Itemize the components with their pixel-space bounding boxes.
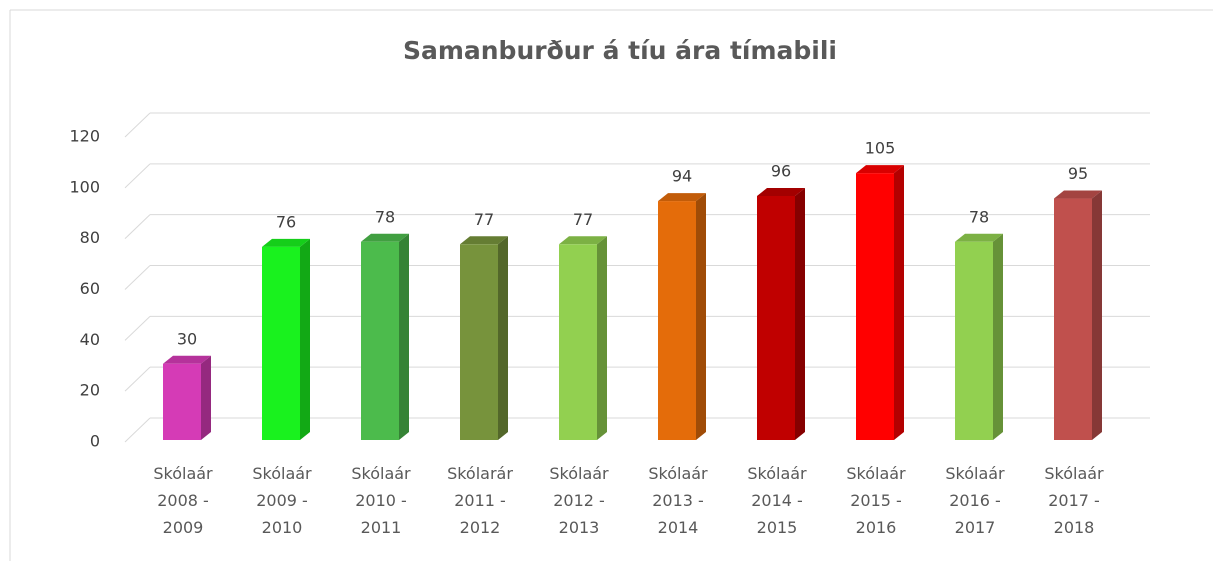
bar [361, 241, 399, 440]
bar [856, 173, 894, 440]
data-label: 78 [375, 207, 395, 226]
x-tick-label: Skólaár 2009 - 2010 [252, 464, 312, 537]
grid-line [124, 366, 151, 392]
data-label: 105 [865, 139, 896, 158]
y-tick-label: 20 [80, 381, 100, 400]
bar-top [955, 233, 1003, 242]
x-tick-label: Skólaár 2017 - 2018 [1044, 464, 1104, 537]
bar-top [163, 355, 211, 364]
bar-side [300, 238, 310, 440]
bar [1054, 198, 1092, 440]
grid-line [124, 417, 151, 443]
y-tick-label: 120 [69, 127, 100, 146]
bar [559, 244, 597, 440]
y-tick-label: 100 [69, 177, 100, 196]
bar [460, 244, 498, 440]
bar-top [757, 188, 805, 196]
bar-top [559, 236, 607, 245]
bar-side [498, 236, 508, 440]
grid-line [124, 112, 151, 138]
y-tick-label: 40 [80, 330, 100, 349]
x-tick-label: Skólaár 2013 - 2014 [648, 464, 708, 537]
x-tick-label: Skólaár 2008 - 2009 [153, 464, 213, 537]
bar-side [597, 236, 607, 440]
bar-top [856, 165, 904, 174]
bar-top [658, 193, 706, 202]
grid-line [124, 214, 151, 240]
bar-top [262, 238, 310, 247]
x-tick-label: Skólaár 2010 - 2011 [351, 464, 411, 537]
data-label: 96 [771, 162, 791, 181]
bar [262, 246, 300, 440]
grid-line [124, 315, 151, 341]
x-tick-label: Skólaár 2012 - 2013 [549, 464, 609, 537]
bar-side [201, 355, 211, 440]
data-label: 95 [1068, 164, 1088, 183]
data-label: 94 [672, 167, 692, 186]
bar-side [399, 233, 409, 440]
x-tick-label: Skólaár 2016 - 2017 [945, 464, 1005, 537]
data-label: 30 [177, 329, 197, 348]
data-label: 77 [573, 210, 593, 229]
bar-top [460, 236, 508, 245]
bar-side [795, 188, 805, 440]
bar-top [361, 233, 409, 242]
y-tick-label: 0 [90, 432, 100, 451]
bar-side [894, 165, 904, 440]
bar [955, 241, 993, 440]
chart-title: Samanburður á tíu ára tímabili [403, 36, 837, 65]
data-label: 78 [969, 207, 989, 226]
data-label: 77 [474, 210, 494, 229]
x-tick-label: Skólaár 2015 - 2016 [846, 464, 906, 537]
bar-side [696, 193, 706, 440]
bar [658, 201, 696, 440]
grid-line [124, 265, 151, 290]
bar-top [1054, 190, 1102, 199]
grid-line [124, 163, 151, 189]
data-label: 76 [276, 212, 296, 231]
bar [757, 196, 795, 440]
y-tick-label: 60 [80, 279, 100, 298]
bar-side [1092, 190, 1102, 440]
bar-side [993, 233, 1003, 440]
y-tick-label: 80 [80, 228, 100, 247]
x-tick-label: Skólaár 2014 - 2015 [747, 464, 807, 537]
x-tick-label: Skólarár 2011 - 2012 [447, 464, 513, 537]
bar [163, 363, 201, 440]
